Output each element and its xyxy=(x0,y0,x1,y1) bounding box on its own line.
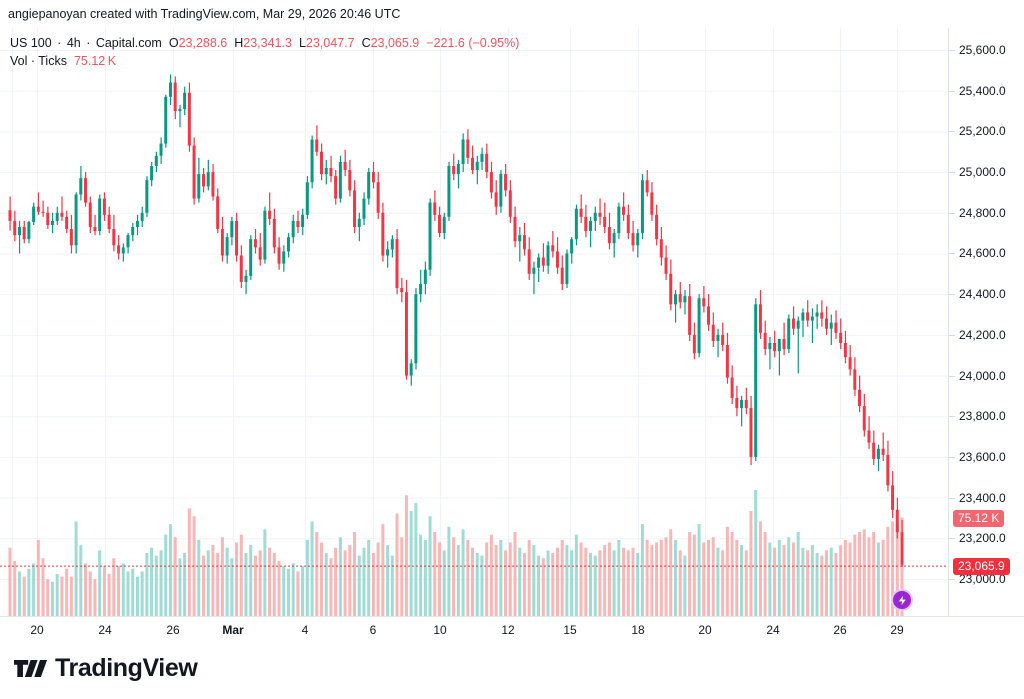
price-axis-dash xyxy=(949,131,955,133)
price-axis-dash xyxy=(949,579,955,580)
legend-ohlc-row: US 100 · 4h · Capital.com O23,288.6 H23,34… xyxy=(10,36,520,50)
time-axis-tick: Mar xyxy=(222,623,244,637)
footer: TradingView xyxy=(0,648,1024,699)
time-axis-tick: 12 xyxy=(501,623,515,637)
legend-open-value: 23,288.6 xyxy=(178,36,228,50)
price-axis-dash xyxy=(949,538,955,540)
price-axis[interactable]: 25,600.0 25,400.0 25,200.0 25,000.0 24,800.0… xyxy=(948,28,1024,616)
chart-plot-area[interactable] xyxy=(0,28,948,616)
legend-volume-value: 75.12 K xyxy=(73,54,117,68)
price-axis-tick: 23,200.0 xyxy=(959,531,1006,546)
price-axis-tick: 24,800.0 xyxy=(959,205,1006,220)
legend-volume-name[interactable]: Vol · Ticks xyxy=(10,54,67,68)
legend-high-label: H xyxy=(234,36,244,50)
time-axis-tick: 4 xyxy=(301,623,309,637)
tradingview-wordmark: TradingView xyxy=(55,654,198,682)
price-axis-dash xyxy=(949,456,955,458)
price-axis-tick: 25,400.0 xyxy=(959,83,1006,98)
time-axis-tick: 6 xyxy=(369,623,377,637)
time-axis-tick: 29 xyxy=(890,623,904,637)
legend-open-label: O xyxy=(168,36,179,50)
tradingview-logo[interactable]: TradingView xyxy=(14,654,198,682)
price-axis-dash xyxy=(949,294,955,296)
lightning-icon[interactable] xyxy=(891,589,913,611)
price-axis-dash xyxy=(949,50,955,51)
price-axis-tick: 23,600.0 xyxy=(959,449,1006,464)
legend-low-label: L xyxy=(298,36,306,50)
price-axis-dash xyxy=(949,212,955,214)
price-axis-tick: 24,000.0 xyxy=(959,368,1006,383)
price-axis-tick: 23,400.0 xyxy=(959,490,1006,505)
chart-legend: US 100 · 4h · Capital.com O23,288.6 H23,34… xyxy=(10,34,519,70)
price-axis-tick: 23,000.0 xyxy=(959,572,1006,586)
legend-low-value: 23,047.7 xyxy=(305,36,355,50)
price-axis-tick: 25,600.0 xyxy=(959,43,1006,57)
volume-value-badge: 75.12 K xyxy=(953,509,1005,527)
legend-close-label: C xyxy=(361,36,371,50)
price-axis-tick: 25,200.0 xyxy=(959,124,1006,139)
legend-interval[interactable]: 4h xyxy=(66,36,81,50)
price-axis-tick: 24,600.0 xyxy=(959,246,1006,261)
time-axis-tick: 26 xyxy=(166,623,180,637)
price-axis-dash xyxy=(949,497,955,499)
time-axis-tick: 24 xyxy=(98,623,112,637)
last-price-badge: 23,065.9 xyxy=(953,557,1010,575)
price-axis-dash xyxy=(949,375,955,377)
legend-exchange[interactable]: Capital.com xyxy=(95,36,162,50)
time-axis-tick: 18 xyxy=(631,623,645,637)
price-axis-tick: 23,800.0 xyxy=(959,409,1006,424)
legend-volume-row: Vol · Ticks 75.12 K xyxy=(10,52,519,70)
tradingview-mark-icon xyxy=(14,660,48,677)
chart-frame: US 100 · 4h · Capital.com O23,288.6 H23,34… xyxy=(0,28,1024,616)
price-axis-dash xyxy=(949,172,955,174)
attribution-text: angiepanoyan created with TradingView.co… xyxy=(8,7,401,21)
legend-high-value: 23,341.3 xyxy=(243,36,292,50)
legend-change: −221.6 (−0.95%) xyxy=(426,36,520,50)
price-axis-dash xyxy=(949,416,955,418)
price-axis-tick: 24,400.0 xyxy=(959,287,1006,302)
candlestick-series xyxy=(0,74,948,616)
price-axis-dash xyxy=(949,253,955,255)
time-axis-tick: 15 xyxy=(563,623,577,637)
price-axis-tick: 25,000.0 xyxy=(959,165,1006,180)
legend-symbol[interactable]: US 100 xyxy=(10,36,52,50)
time-axis-tick: 20 xyxy=(698,623,712,637)
time-axis-tick: 20 xyxy=(30,623,44,637)
time-axis-tick: 26 xyxy=(833,623,847,637)
legend-close-value: 23,065.9 xyxy=(370,36,420,50)
price-axis-dash xyxy=(949,334,955,336)
time-axis[interactable]: 20 24 26 Mar 4 6 10 12 15 18 20 24 26 29 xyxy=(0,616,1024,644)
time-axis-tick: 24 xyxy=(766,623,780,637)
price-axis-dash xyxy=(949,90,955,92)
price-axis-tick: 24,200.0 xyxy=(959,327,1006,342)
time-axis-tick: 10 xyxy=(433,623,447,637)
